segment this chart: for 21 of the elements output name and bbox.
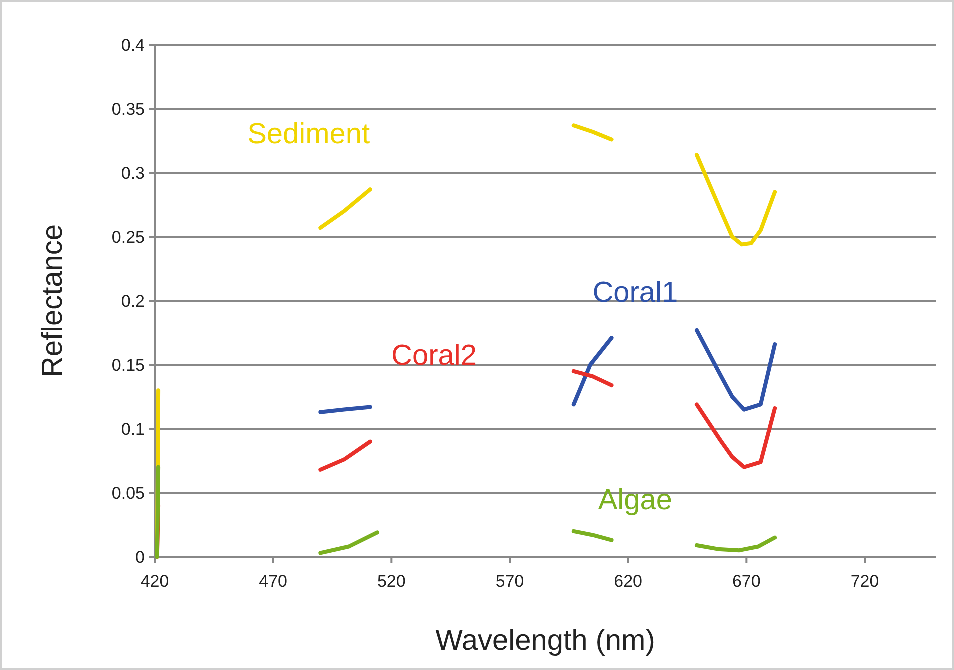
text: Coral2 [392, 340, 477, 372]
y-tick-label: 0.05 [112, 484, 145, 503]
x-tick-label: 720 [850, 572, 880, 591]
y-tick-label: 0 [136, 548, 145, 567]
x-tick-label: 470 [259, 572, 288, 591]
y-tick-label: 0.15 [112, 356, 145, 375]
x-tick-label: 620 [614, 572, 643, 591]
series-label: Algae [598, 484, 673, 517]
series-label: Sediment [248, 118, 370, 150]
y-tick-label: 0.35 [112, 100, 145, 119]
x-tick-label: 420 [140, 572, 170, 591]
y-tick-label: 0.4 [121, 36, 145, 55]
x-tick-label: 670 [732, 572, 761, 591]
y-tick-label: 0.25 [112, 228, 145, 247]
y-tick-label: 0.3 [121, 164, 145, 183]
x-tick-label: 570 [496, 572, 524, 591]
x-axis-title: Wavelength (nm) [436, 625, 656, 657]
x-tick-label: 520 [377, 572, 406, 591]
y-axis-title: Reflectance [37, 224, 69, 378]
y-tick-label: 0.1 [121, 420, 145, 439]
y-tick-label: 0.2 [121, 292, 145, 311]
